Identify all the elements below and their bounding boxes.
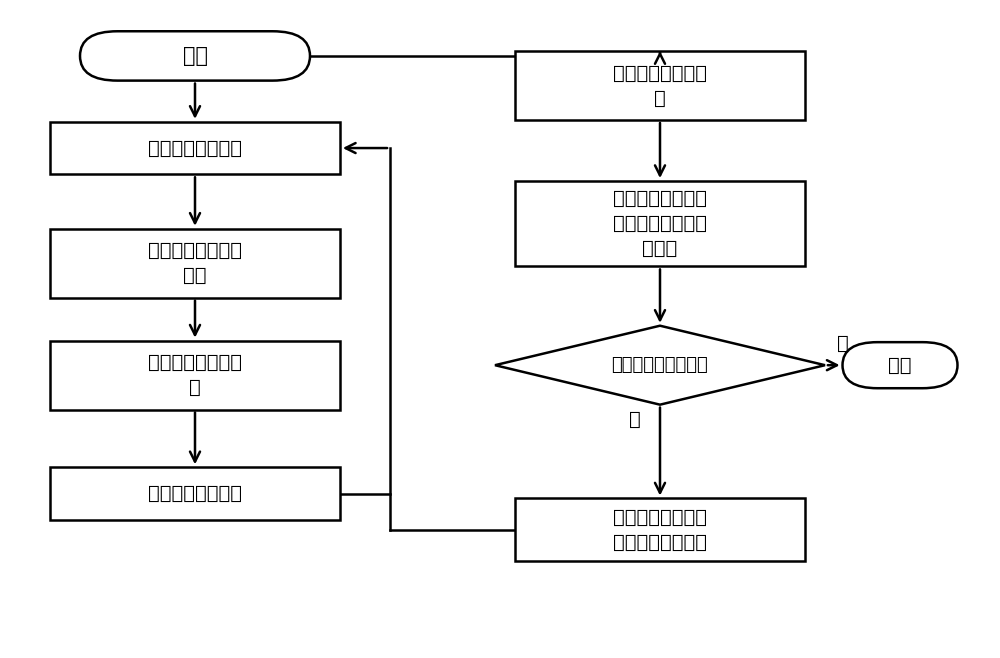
Text: 利用蒙特卡洛和坐
标变换计算能流密
度分布: 利用蒙特卡洛和坐 标变换计算能流密 度分布 — [613, 190, 707, 258]
Bar — [515, 181, 805, 266]
Text: 定日镜优化调度计
算定日镜聚焦位置: 定日镜优化调度计 算定日镜聚焦位置 — [613, 508, 707, 551]
Text: 是: 是 — [837, 334, 849, 353]
FancyBboxPatch shape — [842, 342, 958, 388]
Text: 建立太阳位置模型: 建立太阳位置模型 — [148, 139, 242, 157]
Bar — [50, 229, 340, 297]
Text: 开始: 开始 — [182, 46, 208, 66]
Polygon shape — [495, 326, 825, 405]
Bar — [515, 499, 805, 561]
Text: 能流密度均匀化分布: 能流密度均匀化分布 — [612, 356, 708, 374]
Bar — [515, 51, 805, 120]
Bar — [50, 341, 340, 409]
FancyBboxPatch shape — [80, 31, 310, 81]
Text: 分析光线传播方向: 分析光线传播方向 — [148, 484, 242, 503]
Text: 确定定日镜的聚焦
位置: 确定定日镜的聚焦 位置 — [148, 241, 242, 285]
Bar — [50, 467, 340, 520]
Text: 建立拼接式反射镜
面: 建立拼接式反射镜 面 — [148, 353, 242, 397]
Text: 结束: 结束 — [888, 356, 912, 374]
Text: 否: 否 — [629, 410, 641, 429]
Text: 计算定日镜跟踪角
度: 计算定日镜跟踪角 度 — [613, 64, 707, 107]
Bar — [50, 122, 340, 174]
